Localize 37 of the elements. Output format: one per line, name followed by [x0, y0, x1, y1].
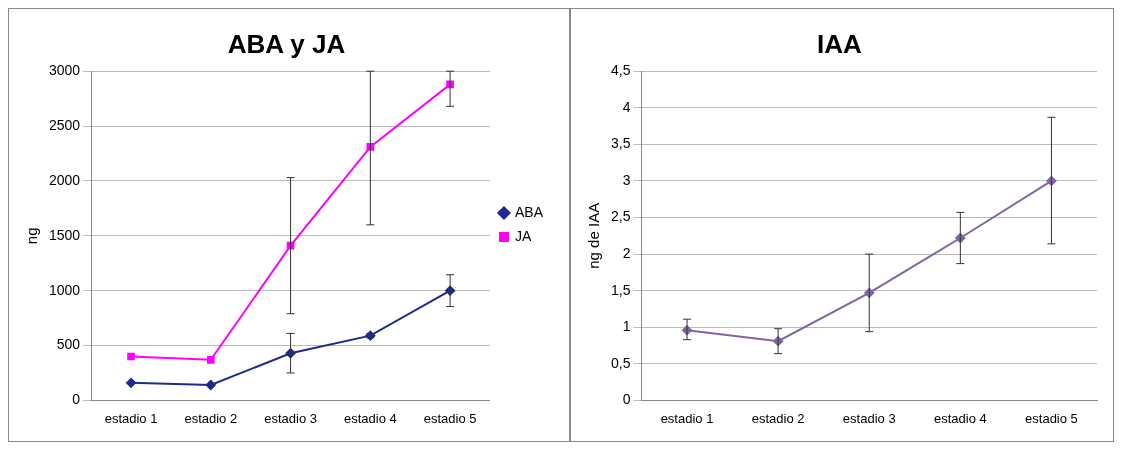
y-tick-label: 0,5	[610, 354, 631, 371]
x-tick-label: estadio 4	[933, 410, 987, 426]
y-tick-label: 1000	[48, 281, 81, 298]
x-tick-label: estadio 5	[1025, 410, 1078, 426]
y-axis-title: ng de IAA	[585, 202, 603, 269]
y-tick-label: 500	[56, 336, 81, 353]
legend-label: JA	[514, 227, 532, 244]
chart-title: ABA y JA	[227, 28, 346, 59]
y-tick-label: 3	[622, 171, 631, 188]
y-tick-label: 3,5	[610, 135, 631, 152]
point	[206, 355, 215, 364]
legend-label: ABA	[514, 203, 544, 220]
x-tick-label: estadio 2	[184, 410, 238, 426]
y-tick-label: 2,5	[610, 208, 631, 225]
x-tick-label: estadio 1	[104, 410, 158, 426]
point	[126, 377, 137, 388]
y-tick-label: 0	[622, 391, 631, 408]
y-tick-label: 1500	[48, 226, 81, 243]
x-tick-label: estadio 3	[842, 410, 896, 426]
y-tick-label: 2500	[48, 116, 81, 133]
y-tick-label: 4,5	[610, 62, 631, 79]
y-tick-label: 4	[622, 98, 631, 115]
x-tick-label: estadio 3	[264, 410, 317, 426]
x-tick-label: estadio 1	[660, 410, 714, 426]
y-tick-label: 3000	[48, 62, 81, 79]
y-axis-title: ng	[23, 227, 41, 245]
y-tick-label: 0	[72, 391, 81, 408]
point	[205, 380, 216, 391]
y-tick-label: 1,5	[610, 281, 631, 298]
x-tick-label: estadio 4	[343, 410, 397, 426]
y-tick-label: 2	[622, 244, 631, 261]
x-tick-label: estadio 2	[751, 410, 805, 426]
y-tick-label: 1	[622, 318, 631, 335]
chart-title: IAA	[817, 28, 863, 59]
x-tick-label: estadio 5	[423, 410, 477, 426]
y-tick-label: 2000	[48, 171, 81, 188]
point	[127, 352, 135, 361]
